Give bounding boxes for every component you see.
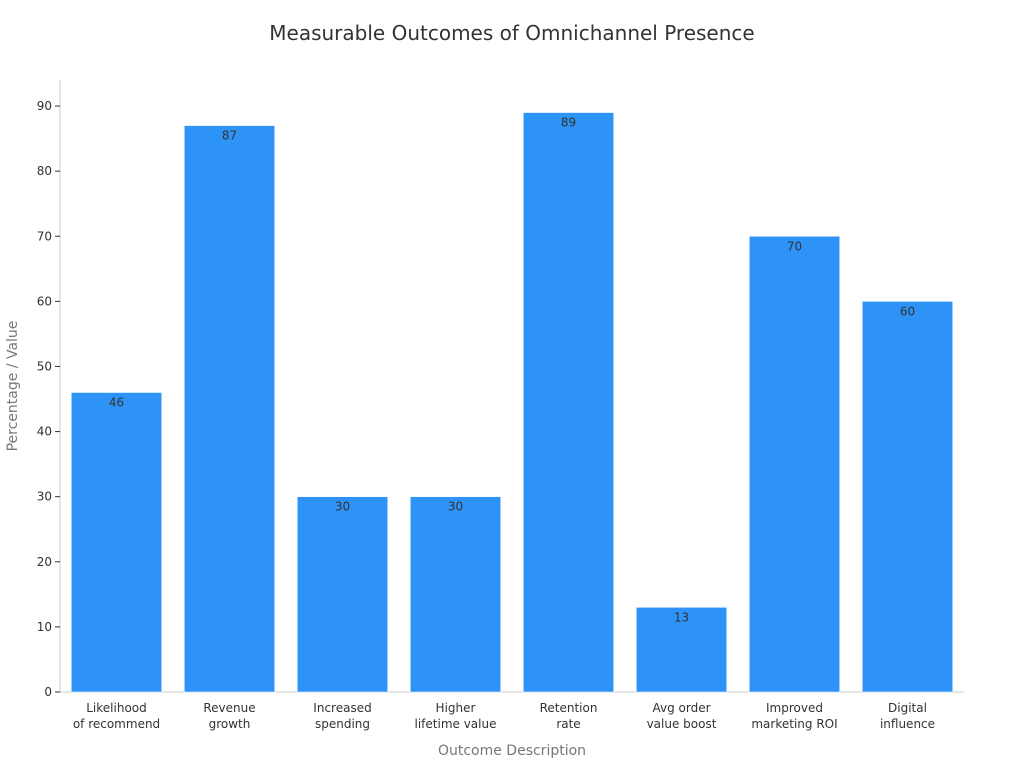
x-tick-label: influence [880,717,935,731]
x-tick-label: value boost [647,717,717,731]
bar-series: 46 87 30 30 89 13 70 60 [71,112,953,693]
x-tick-label: rate [556,717,580,731]
y-tick-label: 50 [37,359,52,373]
x-tick-label: marketing ROI [751,717,837,731]
x-tick-label: Higher [436,701,476,715]
bar-value-label: 46 [109,396,124,410]
x-tick-label: Revenue [203,701,255,715]
bar-value-label: 70 [787,239,802,253]
y-tick-label: 10 [37,620,52,634]
x-axis-title: Outcome Description [438,743,586,759]
y-axis-title: Percentage / Value [5,321,21,452]
x-tick-label: Improved [766,701,823,715]
y-tick-label: 0 [44,685,52,699]
bar [184,125,275,693]
y-tick-label: 60 [37,294,52,308]
bar-value-label: 89 [561,116,576,130]
bar [410,496,501,693]
x-tick-label: lifetime value [415,717,497,731]
y-tick-label: 30 [37,490,52,504]
bar-value-label: 60 [900,304,915,318]
x-tick-label: growth [209,717,251,731]
bar [71,392,162,693]
x-tick-label: Likelihood [86,701,147,715]
bar [297,496,388,693]
y-axis: 0 10 20 30 40 50 60 70 80 90 [37,80,61,699]
bar-value-label: 30 [448,500,463,514]
bar [749,236,840,693]
y-tick-label: 80 [37,164,52,178]
bar [862,301,953,693]
bar [523,112,614,693]
y-tick-label: 90 [37,99,52,113]
bar-value-label: 30 [335,500,350,514]
bar-value-label: 87 [222,129,237,143]
y-tick-label: 70 [37,229,52,243]
y-tick-label: 40 [37,425,52,439]
x-tick-label: Avg order [652,701,710,715]
x-tick-label: spending [315,717,370,731]
x-tick-label: Retention [540,701,598,715]
x-tick-label: Increased [313,701,371,715]
bar [636,607,727,693]
y-tick-label: 20 [37,555,52,569]
bar-value-label: 13 [674,610,689,624]
x-tick-label: Digital [888,701,927,715]
x-tick-label: of recommend [73,717,160,731]
chart-title: Measurable Outcomes of Omnichannel Prese… [269,21,754,45]
x-axis: Likelihood of recommend Revenue growth Incre… [60,691,964,731]
